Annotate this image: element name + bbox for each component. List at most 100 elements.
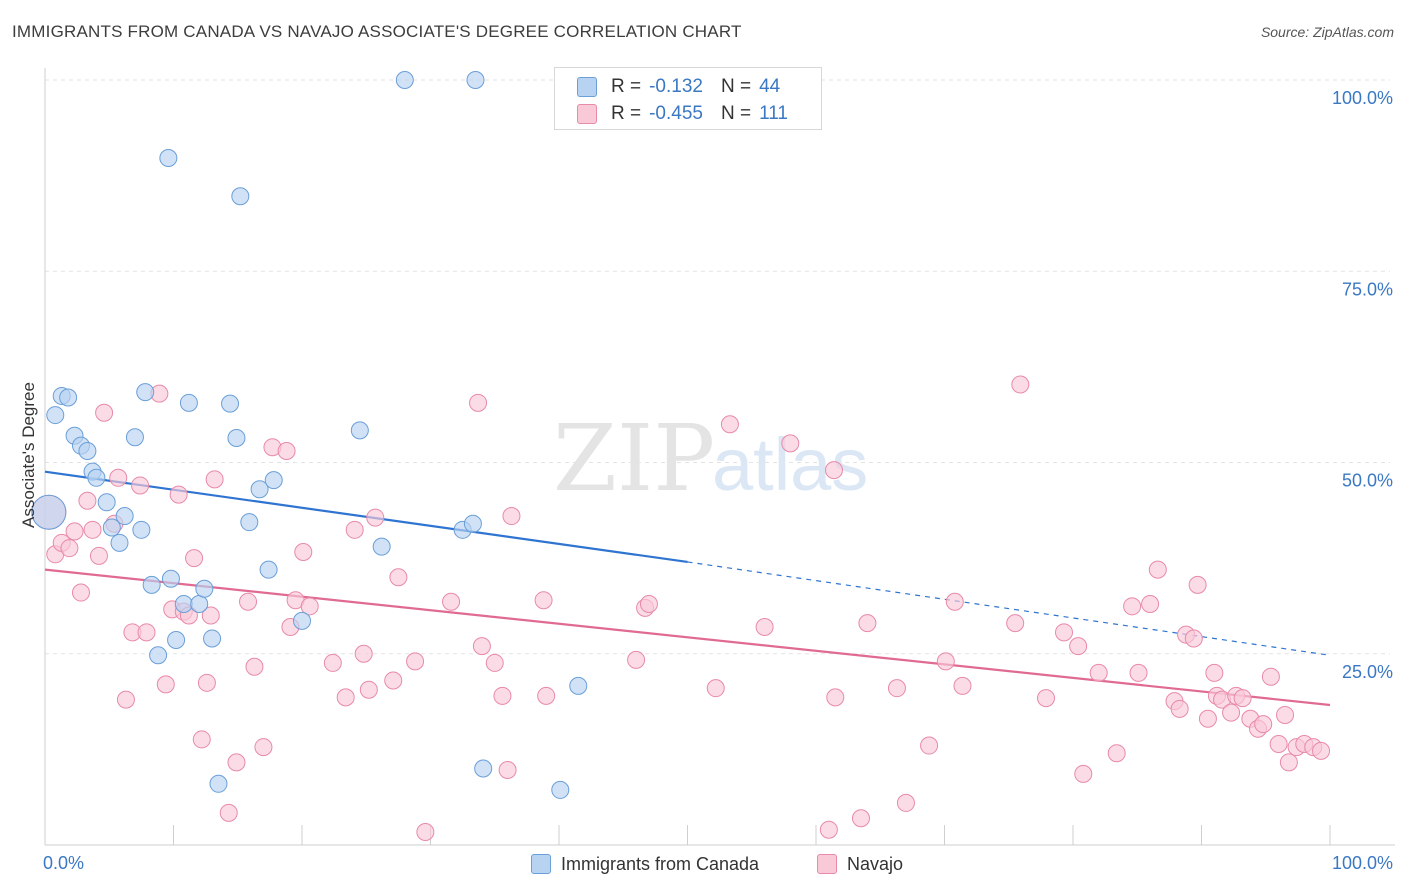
data-point-canada: [195, 579, 214, 598]
legend-n-value: 111: [759, 103, 788, 124]
data-point-navajo: [469, 393, 488, 412]
chart-title: IMMIGRANTS FROM CANADA VS NAVAJO ASSOCIA…: [12, 22, 742, 41]
data-point-navajo: [1107, 744, 1126, 763]
y-tick-label: 50.0%: [1342, 471, 1393, 491]
data-point-navajo: [1312, 741, 1331, 760]
legend-r-label: R =: [611, 103, 642, 124]
data-point-navajo: [1011, 375, 1030, 394]
data-point-navajo: [887, 679, 906, 698]
data-point-canada: [293, 611, 311, 630]
trend-line-canada-extension: [687, 561, 1331, 656]
data-point-canada: [87, 468, 106, 487]
data-point-navajo: [336, 688, 355, 707]
data-point-navajo: [205, 470, 224, 489]
data-point-navajo: [416, 822, 435, 841]
legend-r-value: -0.132: [649, 76, 703, 97]
data-point-canada: [179, 393, 198, 412]
data-point-canada: [551, 780, 570, 799]
data-point-canada: [474, 759, 493, 778]
legend-n-value: 44: [759, 76, 781, 97]
data-point-canada: [240, 513, 259, 532]
data-point-navajo: [472, 637, 491, 656]
data-point-navajo: [639, 595, 658, 614]
data-point-navajo: [781, 434, 800, 453]
data-point-navajo: [493, 686, 512, 705]
data-point-navajo: [95, 403, 114, 422]
data-point-navajo: [826, 688, 845, 707]
data-point-navajo: [219, 803, 238, 822]
data-point-navajo: [1123, 597, 1142, 616]
data-point-navajo: [1069, 637, 1088, 656]
data-point-navajo: [442, 592, 461, 611]
data-point-canada: [190, 595, 209, 614]
data-point-canada: [142, 575, 161, 594]
data-point-navajo: [185, 549, 204, 568]
data-point-navajo: [197, 673, 216, 692]
data-point-canada: [97, 493, 116, 512]
data-point-canada: [31, 494, 67, 530]
data-point-canada: [136, 383, 155, 402]
data-point-navajo: [502, 507, 521, 526]
data-point-navajo: [83, 520, 102, 539]
legend-r-value: -0.455: [649, 103, 703, 124]
data-point-navajo: [534, 591, 553, 610]
data-point-canada: [209, 774, 228, 793]
x-tick-label-min: 0.0%: [43, 853, 84, 873]
source-label: Source: ZipAtlas.com: [1260, 24, 1394, 40]
legend-r-label: R =: [611, 76, 642, 97]
trend-lines: [44, 470, 1331, 707]
data-point-canada: [167, 630, 186, 649]
data-point-canada: [372, 537, 391, 556]
data-point-navajo: [65, 522, 84, 541]
data-point-canada: [125, 428, 144, 447]
data-point-navajo: [89, 546, 108, 565]
data-point-navajo: [137, 623, 156, 642]
data-point-navajo: [706, 679, 725, 698]
data-point-canada: [466, 71, 485, 89]
grid-lines: [45, 79, 1390, 655]
trend-line-canada: [44, 470, 688, 564]
data-point-navajo: [254, 738, 273, 757]
data-point-canada: [221, 394, 240, 413]
bottom-legend-canada: Immigrants from Canada: [531, 852, 759, 876]
data-point-canada: [250, 480, 269, 499]
data-point-navajo: [920, 736, 939, 755]
legend-n-label: N =: [720, 76, 752, 97]
legend-swatch-canada: [577, 77, 597, 97]
data-point-navajo: [323, 653, 342, 672]
correlation-legend: R = -0.132 N = 44 R = -0.455 N = 111: [554, 67, 822, 130]
data-point-canada: [569, 676, 588, 695]
data-point-navajo: [1089, 663, 1108, 682]
data-point-canada: [231, 187, 250, 206]
data-point-navajo: [354, 644, 373, 663]
data-point-navajo: [1037, 689, 1056, 708]
x-tick-label-max: 100.0%: [1332, 853, 1393, 873]
axes: [44, 68, 1395, 846]
bottom-legend-label-navajo: Navajo: [847, 853, 904, 874]
data-point-navajo: [485, 653, 504, 672]
data-point-navajo: [300, 597, 319, 616]
data-point-canada: [227, 429, 246, 448]
data-point-navajo: [824, 461, 843, 480]
data-point-navajo: [1198, 709, 1217, 728]
data-point-navajo: [294, 543, 313, 562]
data-point-canada: [161, 569, 180, 588]
data-point-canada: [159, 149, 178, 168]
data-point-navajo: [537, 686, 556, 705]
data-point-navajo: [201, 606, 220, 625]
data-point-navajo: [78, 491, 97, 510]
data-point-canada: [395, 71, 414, 89]
data-point-navajo: [1261, 667, 1280, 686]
data-point-navajo: [936, 652, 955, 671]
data-point-canada: [46, 406, 65, 425]
data-point-navajo: [1222, 703, 1241, 722]
data-point-navajo: [156, 675, 175, 694]
data-point-navajo: [755, 617, 774, 636]
data-points: [31, 71, 1331, 841]
data-point-navajo: [1269, 735, 1288, 754]
data-point-canada: [78, 442, 97, 461]
data-point-navajo: [239, 592, 258, 611]
data-point-navajo: [1074, 764, 1093, 783]
watermark-zip: ZIP: [553, 405, 715, 512]
